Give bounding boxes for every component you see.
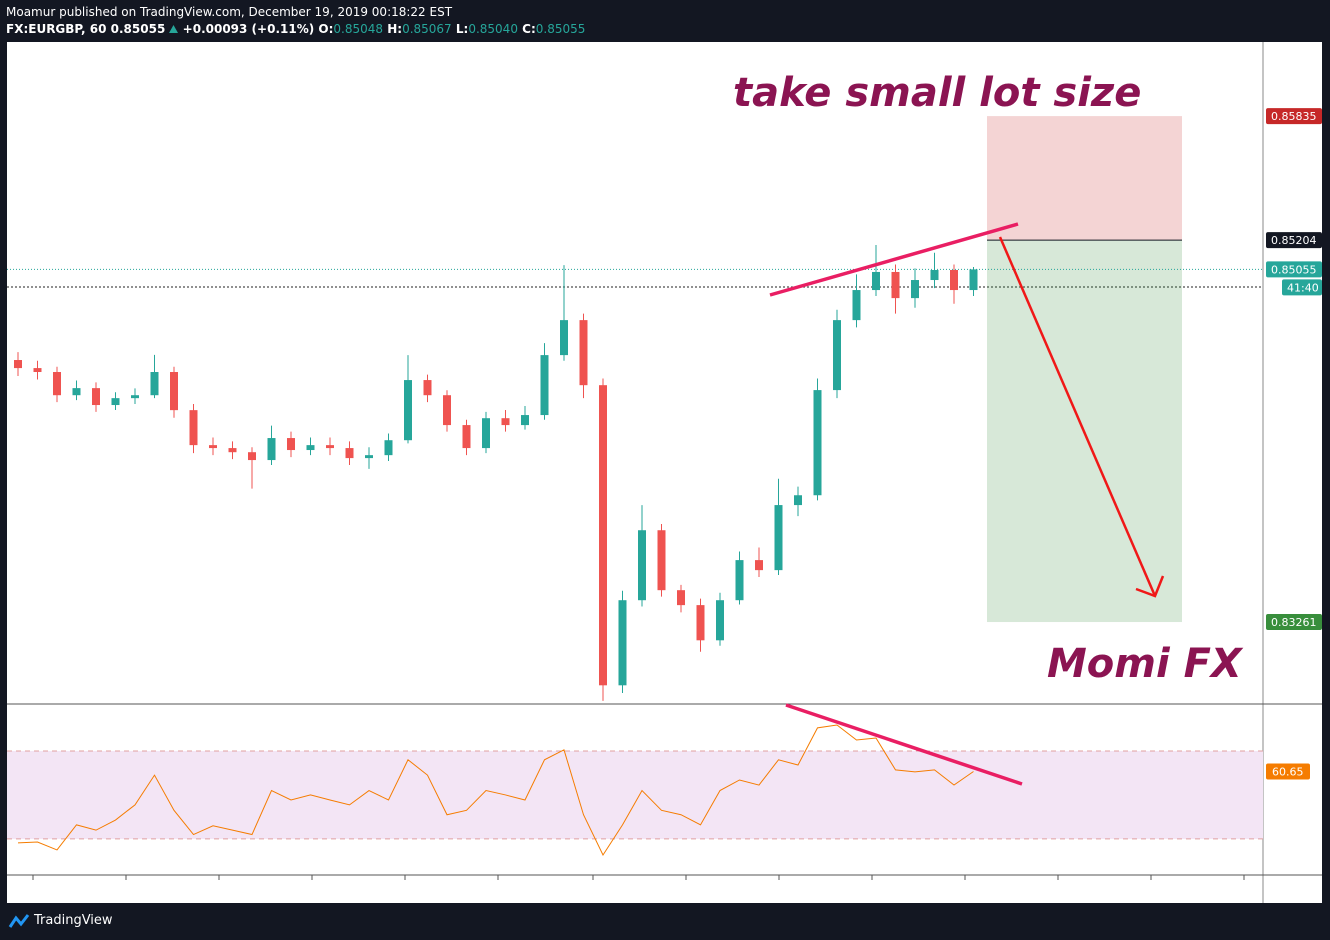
rsi-line [17, 724, 974, 857]
price-label-bg [1266, 614, 1322, 631]
candle-body [872, 271, 880, 291]
candle-body [579, 320, 588, 386]
candle-body [716, 600, 724, 641]
price: 0.85055 [110, 22, 166, 36]
candle-body [540, 355, 549, 416]
price-label: 0.85835 [1271, 110, 1317, 123]
candle-body [365, 455, 373, 459]
footer-brand: TradingView [34, 913, 113, 928]
candle-body [677, 590, 685, 606]
candle-body [267, 438, 276, 461]
candle-body [404, 380, 412, 441]
c-label: C: [522, 22, 536, 36]
candle-body [92, 388, 100, 406]
candle-body [209, 445, 217, 449]
candle-body [813, 390, 822, 496]
arrow-head [1135, 575, 1165, 598]
o-value: 0.85048 [333, 22, 384, 36]
candle-body [618, 600, 627, 686]
time-ticks [32, 875, 1245, 880]
l-value: 0.85040 [468, 22, 518, 36]
candle-body [950, 269, 958, 291]
annotation: Momi FX [1047, 641, 1244, 687]
candle-body [14, 360, 22, 369]
rsi-band [7, 750, 1263, 839]
price-label-bg [1266, 108, 1322, 125]
countdown: 41:40 [1287, 281, 1319, 294]
annotation: take small lot size [733, 70, 1141, 116]
rsi-label: 60.65 [1272, 766, 1304, 779]
price-label: 0.85055 [1271, 263, 1317, 276]
o-label: O: [318, 22, 334, 36]
rsi-trend-line [785, 703, 1023, 786]
c-value: 0.85055 [535, 22, 586, 36]
candle-body [131, 395, 139, 399]
candle-body [306, 445, 315, 451]
trend-line [769, 222, 1019, 297]
symbol: FX:EURGBP, 60 [6, 22, 107, 36]
candle-body [326, 445, 334, 449]
candle-body [599, 385, 607, 686]
candle-body [53, 372, 61, 396]
candle-body [72, 388, 81, 396]
candle-body [755, 560, 763, 571]
up-icon [169, 25, 179, 33]
candle-body [833, 320, 841, 391]
candle-body [735, 560, 744, 601]
candle-body [969, 269, 978, 291]
candle-body [930, 269, 939, 281]
candle-body [111, 398, 120, 406]
candle-body [189, 410, 198, 446]
logo [8, 914, 30, 928]
price-label: 0.83261 [1271, 616, 1317, 629]
candle-body [443, 395, 451, 426]
candle-body [774, 505, 783, 571]
candles [14, 245, 978, 701]
price-label-bg [1266, 261, 1322, 278]
rsi-pane [7, 724, 1263, 857]
countdown-bg [1282, 279, 1322, 296]
candle-body [384, 440, 393, 456]
candle-body [696, 605, 705, 641]
candle-body [345, 448, 354, 459]
candle-body [852, 290, 861, 321]
candle-body [287, 438, 295, 451]
candle-body [150, 372, 159, 396]
candle-body [462, 425, 471, 449]
candle-body [891, 271, 900, 299]
publisher-line: Moamur published on TradingView.com, Dec… [6, 5, 453, 19]
candle-body [170, 372, 178, 411]
candle-body [794, 495, 802, 506]
symbol-line: FX:EURGBP, 60 0.85055 +0.00093 (+0.11%) … [6, 22, 585, 36]
price-label: 0.85204 [1271, 234, 1317, 247]
candle-body [33, 368, 42, 373]
candle-body [638, 530, 646, 601]
candle-body [521, 415, 529, 426]
price-label-bg [1266, 232, 1322, 249]
chart: take small lot size Momi FX 0.85835 0.852… [7, 42, 1322, 903]
change: +0.00093 (+0.11%) [182, 22, 315, 36]
candle-body [423, 380, 432, 396]
h-value: 0.85067 [402, 22, 452, 36]
candle-body [248, 452, 256, 461]
candle-body [228, 448, 237, 453]
candle-body [911, 280, 919, 299]
candle-body [482, 418, 490, 449]
h-label: H: [387, 22, 403, 36]
stop-zone [987, 116, 1182, 241]
arrow [998, 236, 1157, 597]
rsi-label-bg [1266, 763, 1310, 780]
candle-body [501, 418, 510, 426]
l-label: L: [455, 22, 469, 36]
price-labels: 0.85835 0.85204 0.85055 0.83261 41:40 60.65 [1266, 108, 1322, 780]
candle-body [657, 530, 666, 591]
candle-body [560, 320, 568, 356]
